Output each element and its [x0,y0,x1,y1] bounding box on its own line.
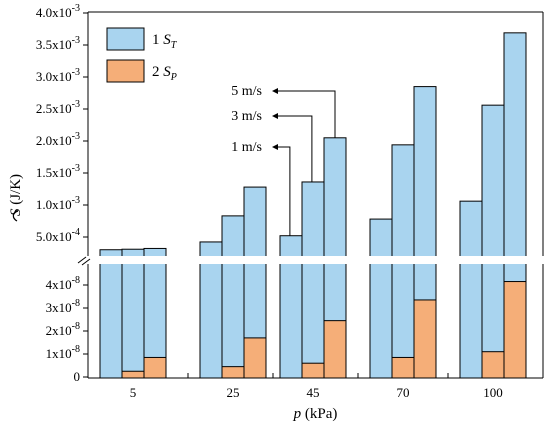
bar-sp [121,370,145,379]
legend: 1 ST 2 SP [106,27,178,83]
annotation-label: 5 m/s [231,84,262,99]
delta-glyph [12,210,19,222]
axes-layer: 5.0x10-4 1.0x10-3 1.5x10-3 2.0x10-3 2.5x10-3… [36,3,544,400]
bar-sp [221,366,245,379]
y-tick-label: 3.5x10-3 [36,35,80,52]
annotation-arrowhead [272,113,278,119]
x-axis-title: p (kPa) [293,406,338,422]
labels-layer: p (kPa) S (J/K) [8,174,337,422]
bar-st [99,249,123,379]
bar-st [369,218,393,379]
legend-label: 2 SP [152,64,177,83]
x-tick-label: 100 [483,385,503,400]
annotation-line [278,90,336,138]
break-gap [86,256,545,264]
bar-sp [503,281,527,379]
annotation-arrowhead [272,144,278,150]
bar-sp [413,299,437,379]
annotation-label: 3 m/s [231,109,262,124]
annotations-layer: 5 m/s 3 m/s 1 m/s [231,84,336,236]
y-tick-label: 1.5x10-3 [36,163,80,180]
bar-st [121,248,145,379]
y-tick-label: 1.0x10-3 [36,195,80,212]
bar-sp [301,362,325,379]
annotation-line [278,115,313,182]
y-tick-label: 3.0x10-3 [36,67,80,84]
x-tick-label: 5 [130,385,137,400]
x-tick-label: 25 [227,385,240,400]
bar-st [459,200,483,379]
bar-st [481,104,505,379]
y-tick-label: 5.0x10-4 [36,227,80,244]
bars-layer [99,32,527,379]
y-tick-label: 4x10-8 [46,275,80,292]
legend-swatch [106,59,145,83]
legend-swatch [106,27,145,51]
axis-break [77,256,545,266]
annotation-line [278,146,291,236]
y-tick-label: 3x10-8 [46,298,80,315]
y-tick-label: 0 [74,369,81,384]
legend-label: 1 ST [152,32,178,51]
bar-sp [391,356,415,379]
bar-sp [243,337,267,379]
y-axis-title: S (J/K) [8,174,24,216]
y-tick-label: 2.5x10-3 [36,99,80,116]
y-tick-label: 2.0x10-3 [36,131,80,148]
bar-sp [143,356,167,379]
bar-sp [323,320,347,379]
y-tick-label: 4.0x10-3 [36,3,80,20]
x-tick-label: 45 [307,385,320,400]
bar-sp [481,351,505,379]
bar-st [221,215,245,379]
annotation-arrowhead [272,88,278,94]
break-mark [81,258,91,266]
bar-st [301,181,325,379]
annotation-label: 1 m/s [231,140,262,155]
y-tick-label: 2x10-8 [46,321,80,338]
x-tick-label: 70 [397,385,410,400]
y-tick-label: 1x10-8 [46,344,80,361]
break-mark [77,256,87,264]
